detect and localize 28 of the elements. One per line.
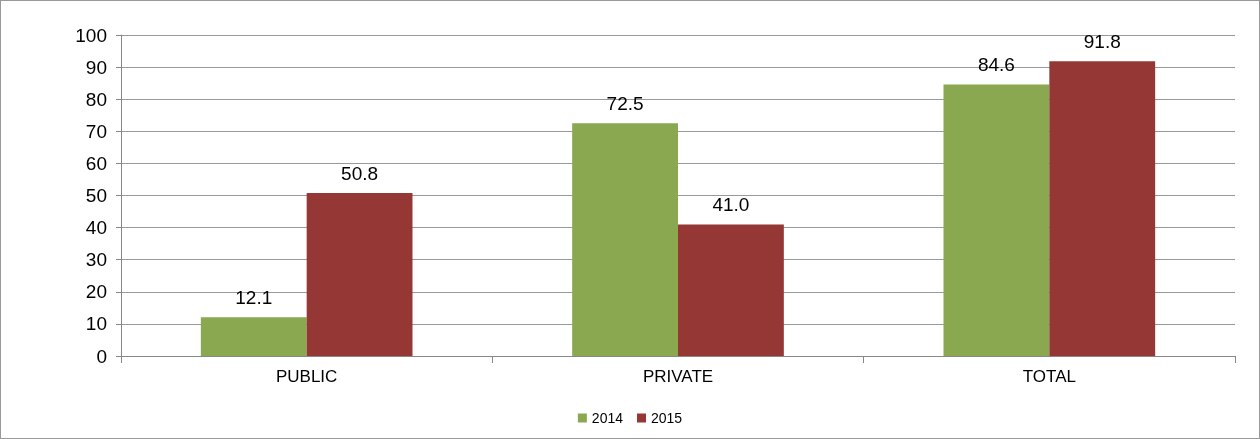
bar [1049,61,1156,356]
y-tick-label: 100 [75,24,107,46]
bar [200,317,307,356]
x-tick-label: PUBLIC [275,367,338,386]
bar [572,123,678,356]
legend-label: 2015 [651,410,683,426]
bar [306,192,413,356]
y-tick-label: 10 [85,313,107,335]
data-label: 91.8 [1083,31,1121,53]
bar [678,224,784,356]
y-tick-label: 50 [85,185,107,206]
x-tick-label: TOTAL [1022,367,1076,386]
bar [943,84,1050,356]
y-tick-label: 30 [85,249,107,271]
data-label: 84.6 [977,54,1015,76]
y-tick-label: 80 [85,88,107,110]
data-label: 72.5 [606,93,644,115]
y-tick-label: 40 [85,217,107,239]
y-tick-label: 60 [85,152,107,174]
x-tick-label: PRIVATE [642,367,714,386]
data-label: 12.1 [235,287,273,309]
data-label: 50.8 [341,162,379,184]
data-label: 41.0 [712,194,750,216]
y-tick-label: 70 [85,120,107,142]
y-tick-label: 20 [85,281,107,303]
y-tick-label: 0 [96,345,107,367]
legend-label: 2014 [591,410,624,426]
y-tick-label: 90 [85,56,107,78]
